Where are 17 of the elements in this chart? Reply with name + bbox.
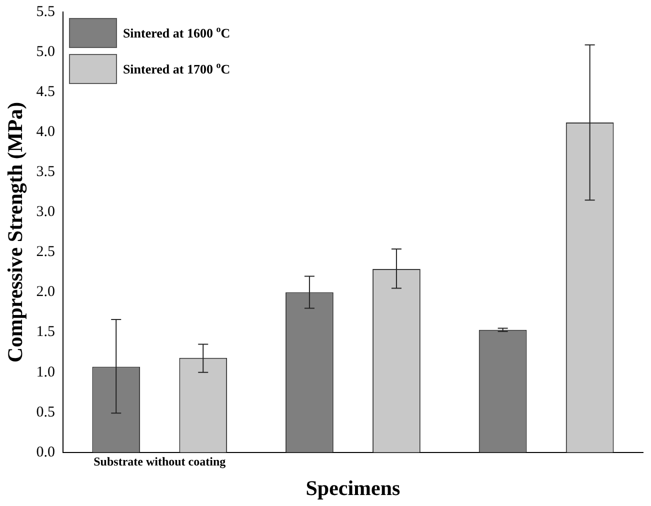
x-axis-title: Specimens [306,476,400,500]
y-tick-label: 2.0 [36,284,55,300]
y-axis-title: Compressive Strength (MPa) [3,102,28,362]
y-tick-label: 0.5 [36,404,55,420]
y-tick-label: 2.5 [36,244,55,260]
x-tick-label: Substrate without coating [94,454,226,469]
y-tick-label: 1.5 [36,324,55,340]
y-tick-label: 4.0 [36,124,55,140]
y-tick-label: 4.5 [36,84,55,100]
y-tick-label: 0.0 [36,444,55,460]
y-tick-label: 1.0 [36,364,55,380]
y-tick-label: 3.5 [36,164,55,180]
legend-label: Sintered at 1700 $^{o}$C [122,60,230,78]
y-tick-label: 5.0 [36,44,55,60]
y-tick-label: 5.5 [36,4,55,20]
legend-label: Sintered at 1600 $^{o}$C [122,24,230,42]
y-tick-label: 3.0 [36,204,55,220]
